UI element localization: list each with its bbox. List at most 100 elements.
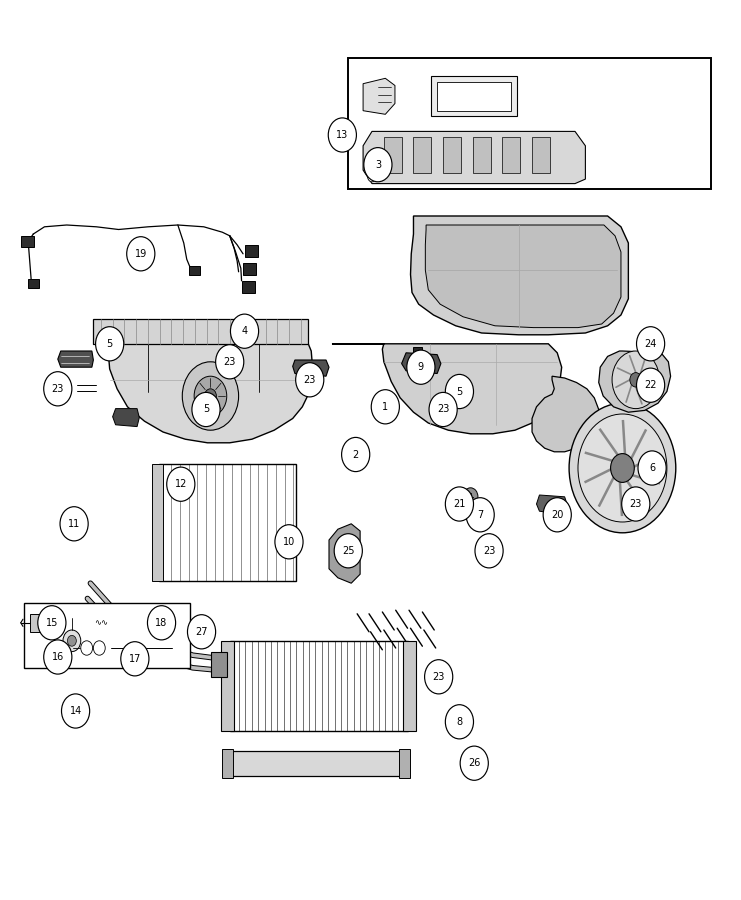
Text: 20: 20 xyxy=(551,509,563,520)
Text: ∿∿: ∿∿ xyxy=(95,618,108,627)
Circle shape xyxy=(429,392,457,427)
Text: 23: 23 xyxy=(52,383,64,394)
Circle shape xyxy=(407,350,435,384)
Polygon shape xyxy=(363,78,395,114)
Bar xyxy=(189,266,200,274)
Polygon shape xyxy=(425,225,621,328)
Circle shape xyxy=(60,507,88,541)
Circle shape xyxy=(38,606,66,640)
Circle shape xyxy=(578,414,667,522)
Bar xyxy=(243,263,256,275)
Text: 5: 5 xyxy=(456,386,462,397)
Circle shape xyxy=(612,351,659,409)
Circle shape xyxy=(638,451,666,485)
Text: 5: 5 xyxy=(203,404,209,415)
Text: 23: 23 xyxy=(304,374,316,385)
Text: 26: 26 xyxy=(468,758,480,769)
Text: 23: 23 xyxy=(224,356,236,367)
Text: 14: 14 xyxy=(70,706,82,716)
Circle shape xyxy=(62,694,90,728)
Bar xyxy=(93,319,308,344)
Circle shape xyxy=(127,237,155,271)
Circle shape xyxy=(44,640,72,674)
Bar xyxy=(473,137,491,173)
Text: 5: 5 xyxy=(107,338,113,349)
Polygon shape xyxy=(532,376,599,452)
Bar xyxy=(403,641,416,731)
Text: 15: 15 xyxy=(46,617,58,628)
Text: 16: 16 xyxy=(52,652,64,662)
Text: 23: 23 xyxy=(630,499,642,509)
Circle shape xyxy=(67,635,76,646)
Circle shape xyxy=(296,363,324,397)
Circle shape xyxy=(622,487,650,521)
Bar xyxy=(437,82,511,111)
Polygon shape xyxy=(332,344,562,434)
Circle shape xyxy=(371,390,399,424)
Circle shape xyxy=(187,615,216,649)
Circle shape xyxy=(182,362,239,430)
Text: 13: 13 xyxy=(336,130,348,140)
Circle shape xyxy=(569,403,676,533)
Text: 2: 2 xyxy=(353,449,359,460)
Polygon shape xyxy=(411,216,628,335)
Text: 11: 11 xyxy=(68,518,80,529)
Text: 3: 3 xyxy=(375,159,381,170)
Bar xyxy=(159,464,296,580)
Bar xyxy=(242,281,255,293)
Bar xyxy=(348,58,711,189)
Polygon shape xyxy=(329,524,360,583)
Circle shape xyxy=(205,389,216,403)
Polygon shape xyxy=(599,351,671,412)
Circle shape xyxy=(93,641,105,655)
Circle shape xyxy=(543,498,571,532)
Text: 23: 23 xyxy=(483,545,495,556)
Polygon shape xyxy=(363,131,585,184)
Circle shape xyxy=(637,327,665,361)
Polygon shape xyxy=(58,351,93,367)
Text: 8: 8 xyxy=(456,716,462,727)
Text: 19: 19 xyxy=(135,248,147,259)
Circle shape xyxy=(194,376,227,416)
Circle shape xyxy=(466,498,494,532)
Circle shape xyxy=(121,642,149,676)
Polygon shape xyxy=(113,409,139,427)
Bar xyxy=(413,137,431,173)
Text: 6: 6 xyxy=(649,463,655,473)
Bar xyxy=(384,137,402,173)
Bar xyxy=(221,641,234,731)
Circle shape xyxy=(328,118,356,152)
Circle shape xyxy=(475,534,503,568)
Text: 12: 12 xyxy=(175,479,187,490)
Bar xyxy=(21,236,34,247)
Text: 10: 10 xyxy=(283,536,295,547)
Text: 24: 24 xyxy=(645,338,657,349)
Text: 25: 25 xyxy=(342,545,354,556)
Circle shape xyxy=(368,171,376,182)
Text: 1: 1 xyxy=(382,401,388,412)
Text: 22: 22 xyxy=(645,380,657,391)
Text: 9: 9 xyxy=(418,362,424,373)
Polygon shape xyxy=(536,495,568,515)
Bar xyxy=(230,751,400,776)
Bar xyxy=(152,464,163,580)
Text: 4: 4 xyxy=(242,326,247,337)
Circle shape xyxy=(445,487,473,521)
Bar xyxy=(24,603,190,668)
Text: 21: 21 xyxy=(453,499,465,509)
Text: 7: 7 xyxy=(477,509,483,520)
Polygon shape xyxy=(93,344,313,443)
Circle shape xyxy=(342,437,370,472)
Circle shape xyxy=(192,392,220,427)
Text: 23: 23 xyxy=(433,671,445,682)
Circle shape xyxy=(476,499,488,513)
Bar xyxy=(230,641,408,731)
Polygon shape xyxy=(402,353,441,374)
Bar xyxy=(399,749,410,778)
Circle shape xyxy=(230,314,259,348)
Circle shape xyxy=(611,454,634,482)
Circle shape xyxy=(630,373,642,387)
Bar xyxy=(245,245,258,257)
Bar xyxy=(443,137,461,173)
Circle shape xyxy=(460,746,488,780)
